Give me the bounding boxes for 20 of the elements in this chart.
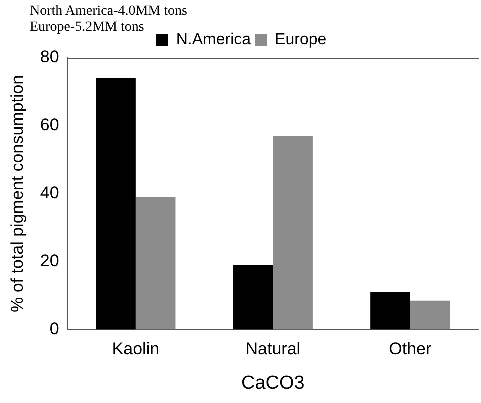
- legend-label: Europe: [275, 31, 327, 48]
- y-tick-label: 0: [50, 319, 60, 338]
- x-tick-label: Kaolin: [112, 340, 160, 359]
- legend-label: N.America: [176, 31, 252, 48]
- x-tick-label: Natural: [246, 340, 301, 359]
- chart-subtitle: Europe-5.2MM tons: [30, 20, 144, 35]
- bar: [136, 197, 176, 330]
- chart-title: North America-4.0MM tons: [30, 4, 188, 20]
- y-axis-title: % of total pigment consumption: [8, 75, 27, 312]
- y-tick-label: 80: [40, 48, 60, 67]
- bar: [233, 265, 274, 330]
- y-tick-label: 40: [40, 184, 60, 203]
- y-tick-label: 20: [40, 252, 60, 271]
- x-axis-title: CaCO3: [241, 372, 305, 394]
- bar: [370, 292, 410, 330]
- bar: [410, 300, 450, 330]
- bar: [96, 78, 136, 330]
- bar: [273, 136, 313, 330]
- x-tick-label: Other: [389, 340, 432, 359]
- y-tick-label: 60: [40, 116, 60, 135]
